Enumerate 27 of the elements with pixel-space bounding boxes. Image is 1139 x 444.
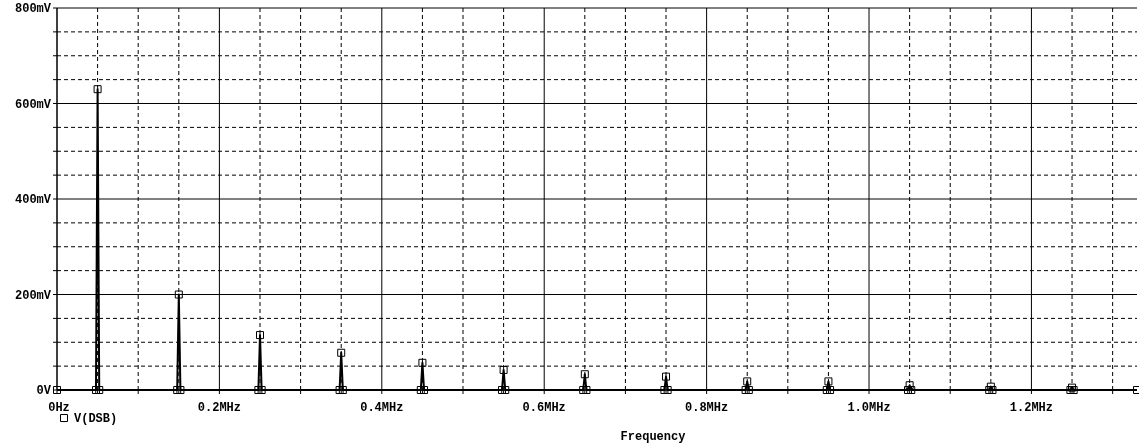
point: [499, 365, 508, 374]
x-tick-label: 1.0MHz: [847, 401, 891, 415]
y-tick-label: 200mV: [14, 288, 52, 303]
x-tick-label: 0.2MHz: [197, 401, 242, 415]
x-tick-label: 0.4MHz: [360, 401, 404, 415]
point: [986, 382, 995, 391]
point: [418, 358, 427, 367]
x-tick-label: 0Hz: [48, 401, 70, 415]
point: [1068, 383, 1077, 392]
y-tick-label: 400mV: [14, 193, 52, 208]
legend-label: V(DSB): [74, 412, 118, 426]
y-tick-label: 0V: [36, 384, 52, 399]
x-axis-title: Frequency: [620, 430, 686, 444]
x-tick-label: 1.2MHz: [1009, 401, 1054, 415]
point: [174, 290, 183, 299]
point: [824, 377, 833, 386]
point: [905, 381, 914, 390]
y-tick-label: 600mV: [14, 97, 52, 112]
point: [580, 370, 589, 379]
point: [662, 372, 671, 381]
y-tick-label: 800mV: [14, 2, 52, 17]
point: [93, 85, 102, 94]
x-tick-label: 0.8MHz: [685, 401, 729, 415]
x-tick-label: 0.6MHz: [522, 401, 566, 415]
point: [337, 348, 346, 357]
point: [743, 377, 752, 386]
point: [256, 331, 265, 340]
